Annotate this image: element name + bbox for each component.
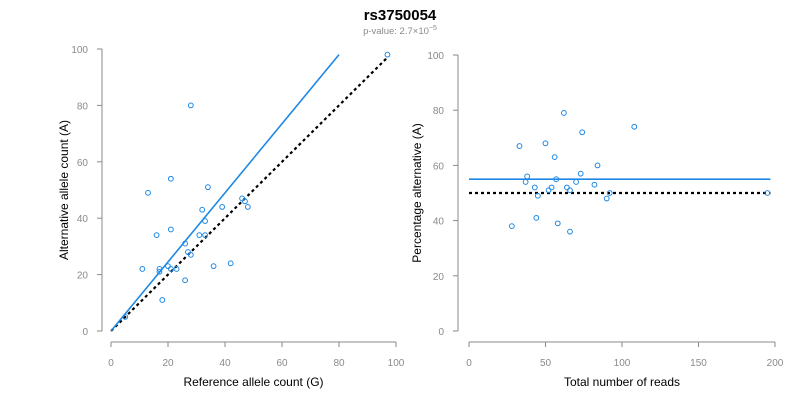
y-tick-label: 80: [433, 106, 445, 117]
data-point: [182, 277, 189, 284]
y-tick-label: 20: [433, 272, 445, 283]
data-point: [591, 181, 598, 188]
data-point: [542, 140, 549, 147]
y-tick-label: 0: [82, 327, 88, 338]
data-point: [153, 232, 160, 239]
data-point: [564, 184, 570, 191]
data-point: [531, 184, 538, 191]
data-point: [159, 297, 166, 303]
data-point: [219, 204, 226, 210]
data-point: [524, 173, 531, 180]
data-point: [242, 198, 248, 205]
data-point: [165, 263, 171, 270]
data-point: [764, 190, 771, 196]
subtitle-times: ×: [413, 26, 419, 37]
data-point: [534, 192, 541, 199]
subtitle-prefix: p-value: 2.7: [363, 26, 413, 37]
data-point: [579, 129, 586, 136]
x-axis-title: Total number of reads: [564, 375, 680, 389]
data-point: [244, 204, 251, 210]
data-point: [167, 266, 174, 272]
data-point: [573, 179, 579, 185]
data-point: [567, 187, 573, 194]
y-tick-label: 60: [77, 158, 89, 169]
y-tick-label: 100: [427, 51, 444, 62]
data-point: [603, 195, 610, 202]
y-tick-label: 20: [77, 271, 89, 282]
data-point: [202, 232, 208, 239]
data-point: [167, 226, 174, 233]
data-point: [384, 51, 391, 58]
y-tick-label: 80: [77, 101, 89, 112]
reference-line: [110, 56, 389, 332]
y-axis-title: Percentage alternative (A): [410, 123, 424, 262]
data-point: [182, 240, 189, 247]
y-axis-title: Alternative allele count (A): [57, 120, 71, 260]
data-point: [202, 218, 208, 224]
x-tick-label: 80: [333, 358, 345, 369]
data-point: [522, 179, 529, 185]
data-point: [606, 190, 613, 196]
x-tick-label: 100: [614, 358, 631, 369]
subtitle-base: 10: [418, 26, 429, 37]
x-tick-label: 150: [690, 358, 707, 369]
data-point: [210, 263, 217, 270]
y-tick-label: 60: [433, 161, 445, 172]
data-point: [516, 143, 523, 149]
x-tick-label: 20: [162, 358, 174, 369]
data-point: [508, 223, 515, 230]
data-point: [145, 189, 151, 196]
data-point: [533, 214, 540, 221]
y-tick-label: 40: [77, 214, 89, 225]
data-point: [548, 184, 555, 191]
fit-line: [110, 54, 340, 332]
y-tick-label: 40: [433, 217, 445, 228]
left-plot: 0 20 40 60 80 100 0 20 40 60 80 100 Reference allele…: [57, 45, 405, 389]
data-point: [631, 123, 638, 130]
y-tick-label: 100: [71, 45, 88, 56]
data-point: [560, 110, 567, 116]
data-point: [173, 266, 180, 272]
data-point: [567, 228, 573, 235]
data-point: [187, 102, 194, 109]
data-point: [187, 251, 194, 258]
data-point: [205, 184, 211, 191]
chart-subtitle: p-value: 2.7×10−5: [363, 25, 437, 37]
x-tick-label: 0: [466, 358, 472, 369]
x-tick-label: 200: [767, 358, 784, 369]
data-point: [156, 266, 163, 272]
data-point: [551, 154, 558, 161]
data-point: [199, 206, 206, 213]
x-tick-label: 40: [219, 358, 231, 369]
data-point: [122, 314, 129, 320]
data-point: [227, 260, 234, 267]
data-point: [139, 266, 146, 272]
x-axis-title: Reference allele count (G): [183, 375, 323, 389]
right-plot: 0 50 100 150 200 0 20 40 60 80 100 Total number of …: [410, 51, 784, 389]
x-tick-label: 60: [276, 358, 288, 369]
x-tick-label: 100: [388, 358, 405, 369]
data-point: [577, 170, 584, 177]
data-point: [156, 268, 163, 275]
chart-title: rs3750054: [364, 7, 437, 24]
data-point: [196, 232, 203, 239]
data-point: [554, 220, 561, 227]
y-tick-label: 0: [438, 327, 444, 338]
data-point: [553, 176, 560, 183]
x-tick-label: 0: [108, 358, 114, 369]
data-point: [167, 175, 174, 182]
x-tick-label: 50: [540, 358, 552, 369]
data-point: [594, 162, 601, 169]
subtitle-exponent: −5: [429, 25, 437, 32]
